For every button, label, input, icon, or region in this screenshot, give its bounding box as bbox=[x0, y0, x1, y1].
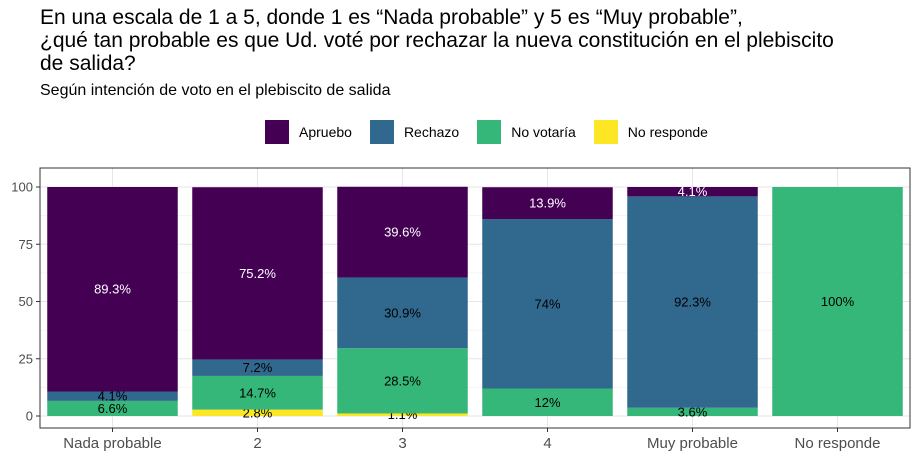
legend-label: No responde bbox=[627, 124, 708, 140]
bar-segment bbox=[47, 391, 178, 401]
bar-value-label: 6.6% bbox=[98, 401, 128, 416]
bar-segment bbox=[337, 348, 468, 414]
bar-segment bbox=[482, 219, 613, 389]
x-tick-label: 3 bbox=[398, 435, 406, 452]
legend-swatch bbox=[477, 120, 502, 144]
bar-segment bbox=[47, 400, 178, 416]
bar-value-label: 4.1% bbox=[678, 184, 708, 199]
bar-value-label: 7.2% bbox=[243, 360, 273, 375]
title-line: En una escala de 1 a 5, donde 1 es “Nada… bbox=[40, 6, 743, 29]
bar-value-label: 100% bbox=[821, 294, 855, 309]
bar-value-label: 92.3% bbox=[674, 295, 711, 310]
legend-item: Rechazo bbox=[369, 120, 460, 144]
legend-label: No votaría bbox=[511, 124, 576, 140]
y-tick-label: 25 bbox=[19, 351, 33, 366]
bar-segment bbox=[47, 187, 178, 392]
y-tick-label: 100 bbox=[11, 180, 33, 195]
plot-panel bbox=[39, 167, 911, 429]
title-line: de salida? bbox=[40, 52, 136, 75]
bar-value-label: 14.7% bbox=[239, 385, 276, 400]
bar-segment bbox=[192, 375, 323, 410]
legend-label: Rechazo bbox=[403, 124, 460, 140]
bar-segment bbox=[337, 413, 468, 416]
legend: Apruebo Rechazo No votaría No responde bbox=[265, 118, 726, 146]
bar-segment bbox=[337, 186, 468, 278]
bar-value-label: 13.9% bbox=[529, 196, 566, 211]
bar-value-label: 89.3% bbox=[94, 282, 131, 297]
plot-border bbox=[39, 167, 911, 429]
bar-segment bbox=[192, 409, 323, 416]
bar-segment bbox=[192, 359, 323, 376]
legend-swatch bbox=[369, 120, 394, 144]
bar-value-label: 28.5% bbox=[384, 373, 421, 388]
bar-value-label: 12% bbox=[534, 395, 560, 410]
bar-segment bbox=[337, 277, 468, 349]
bar-value-label: 30.9% bbox=[384, 305, 421, 320]
bar-value-label: 39.6% bbox=[384, 225, 421, 240]
bar-value-label: 74% bbox=[534, 296, 560, 311]
bar-segment bbox=[627, 196, 758, 408]
bar-segment bbox=[482, 187, 613, 220]
legend-item: No votaría bbox=[477, 120, 576, 144]
x-tick-label: Nada probable bbox=[63, 435, 161, 452]
y-tick-label: 75 bbox=[19, 237, 33, 252]
bar-value-label: 75.2% bbox=[239, 266, 276, 281]
bar-segment bbox=[627, 407, 758, 416]
bar-value-label: 4.1% bbox=[98, 389, 128, 404]
chart-subtitle: Según intención de voto en el plebiscito… bbox=[40, 82, 391, 99]
legend-swatch bbox=[593, 120, 618, 144]
x-tick-label: Muy probable bbox=[647, 435, 738, 452]
x-tick-label: No responde bbox=[795, 435, 881, 452]
legend-item: Apruebo bbox=[265, 120, 352, 144]
bar-segment bbox=[482, 388, 613, 416]
legend-label: Apruebo bbox=[299, 124, 352, 140]
legend-swatch bbox=[265, 120, 289, 144]
x-tick-label: 2 bbox=[253, 435, 261, 452]
y-tick-label: 50 bbox=[19, 294, 33, 309]
bar-segment bbox=[192, 187, 323, 360]
x-tick-label: 4 bbox=[543, 435, 551, 452]
bar-value-label: 3.6% bbox=[678, 404, 708, 419]
title-line: ¿qué tan probable es que Ud. voté por re… bbox=[40, 29, 834, 52]
bar-segment bbox=[627, 187, 758, 197]
y-tick-label: 0 bbox=[26, 409, 33, 424]
chart-title: En una escala de 1 a 5, donde 1 es “Nada… bbox=[40, 6, 910, 75]
legend-item: No responde bbox=[593, 120, 708, 144]
bar-segment bbox=[772, 187, 903, 416]
